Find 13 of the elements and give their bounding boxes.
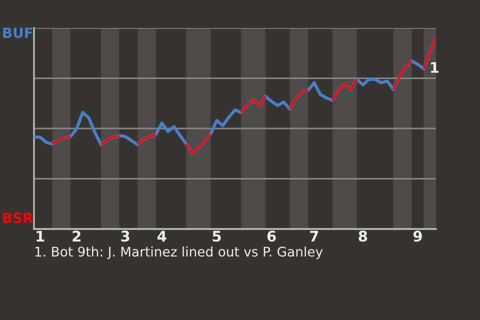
- x-tick-label: 8: [358, 230, 368, 242]
- x-tick-label: 7: [310, 230, 318, 242]
- x-tick-label: 3: [121, 230, 130, 242]
- x-tick-label: 4: [157, 230, 166, 242]
- x-tick-label: 2: [72, 230, 80, 242]
- x-tick-label: 9: [413, 230, 422, 242]
- annotation: 1: [431, 62, 439, 73]
- text: BSR: [3, 212, 34, 224]
- text: BUF: [3, 28, 32, 38]
- text: 1. Bot 9th: J. Martinez lined out vs P. Ganley: [35, 246, 323, 260]
- x-tick-label: 6: [267, 230, 276, 242]
- x-tick-label: 5: [212, 230, 221, 242]
- x-tick-label: 1: [36, 230, 44, 242]
